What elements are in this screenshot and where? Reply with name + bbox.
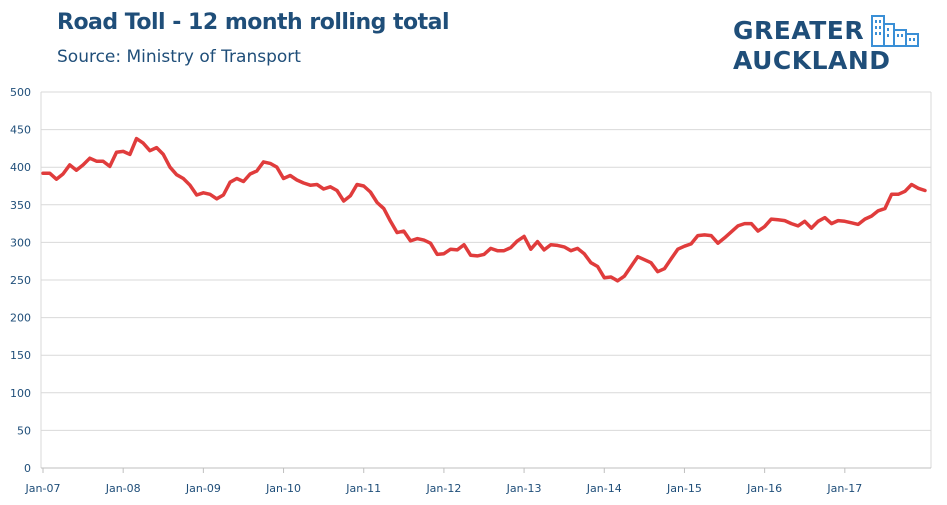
series-layer bbox=[41, 136, 927, 283]
y-tick-label: 150 bbox=[10, 349, 31, 362]
y-tick-label: 250 bbox=[10, 274, 31, 287]
y-tick-label: 400 bbox=[10, 161, 31, 174]
series-line-road-toll bbox=[41, 136, 927, 283]
x-tick-label: Jan-16 bbox=[746, 482, 782, 495]
x-tick-label: Jan-15 bbox=[666, 482, 702, 495]
y-tick-label: 450 bbox=[10, 124, 31, 137]
x-tick-label: Jan-17 bbox=[826, 482, 862, 495]
y-tick-label: 300 bbox=[10, 236, 31, 249]
x-axis: Jan-07 Jan-08 Jan-09 Jan-10 Jan-11 Jan-12 Jan-… bbox=[25, 468, 862, 495]
city-buildings-icon bbox=[871, 15, 919, 47]
logo-text-line1: GREATER bbox=[733, 16, 865, 45]
y-tick-label: 350 bbox=[10, 199, 31, 212]
x-tick-label: Jan-10 bbox=[265, 482, 301, 495]
x-tick-label: Jan-13 bbox=[506, 482, 542, 495]
y-tick-label: 0 bbox=[24, 462, 31, 475]
x-tick-label: Jan-07 bbox=[25, 482, 61, 495]
y-tick-label: 100 bbox=[10, 387, 31, 400]
chart-subtitle: Source: Ministry of Transport bbox=[57, 47, 301, 67]
chart-title: Road Toll - 12 month rolling total bbox=[57, 10, 450, 35]
gridlines bbox=[40, 91, 932, 469]
greater-auckland-logo: GREATER AUCKLAND bbox=[730, 14, 930, 76]
logo-text-line2: AUCKLAND bbox=[733, 46, 891, 75]
x-tick-label: Jan-11 bbox=[345, 482, 381, 495]
y-tick-label: 50 bbox=[17, 424, 31, 437]
x-tick-label: Jan-14 bbox=[586, 482, 622, 495]
x-tick-label: Jan-09 bbox=[185, 482, 221, 495]
y-tick-label: 200 bbox=[10, 312, 31, 325]
x-tick-label: Jan-08 bbox=[105, 482, 141, 495]
x-tick-label: Jan-12 bbox=[425, 482, 461, 495]
y-axis: 0 50 100 150 200 250 300 350 400 450 500 bbox=[10, 86, 31, 475]
y-tick-label: 500 bbox=[10, 86, 31, 99]
